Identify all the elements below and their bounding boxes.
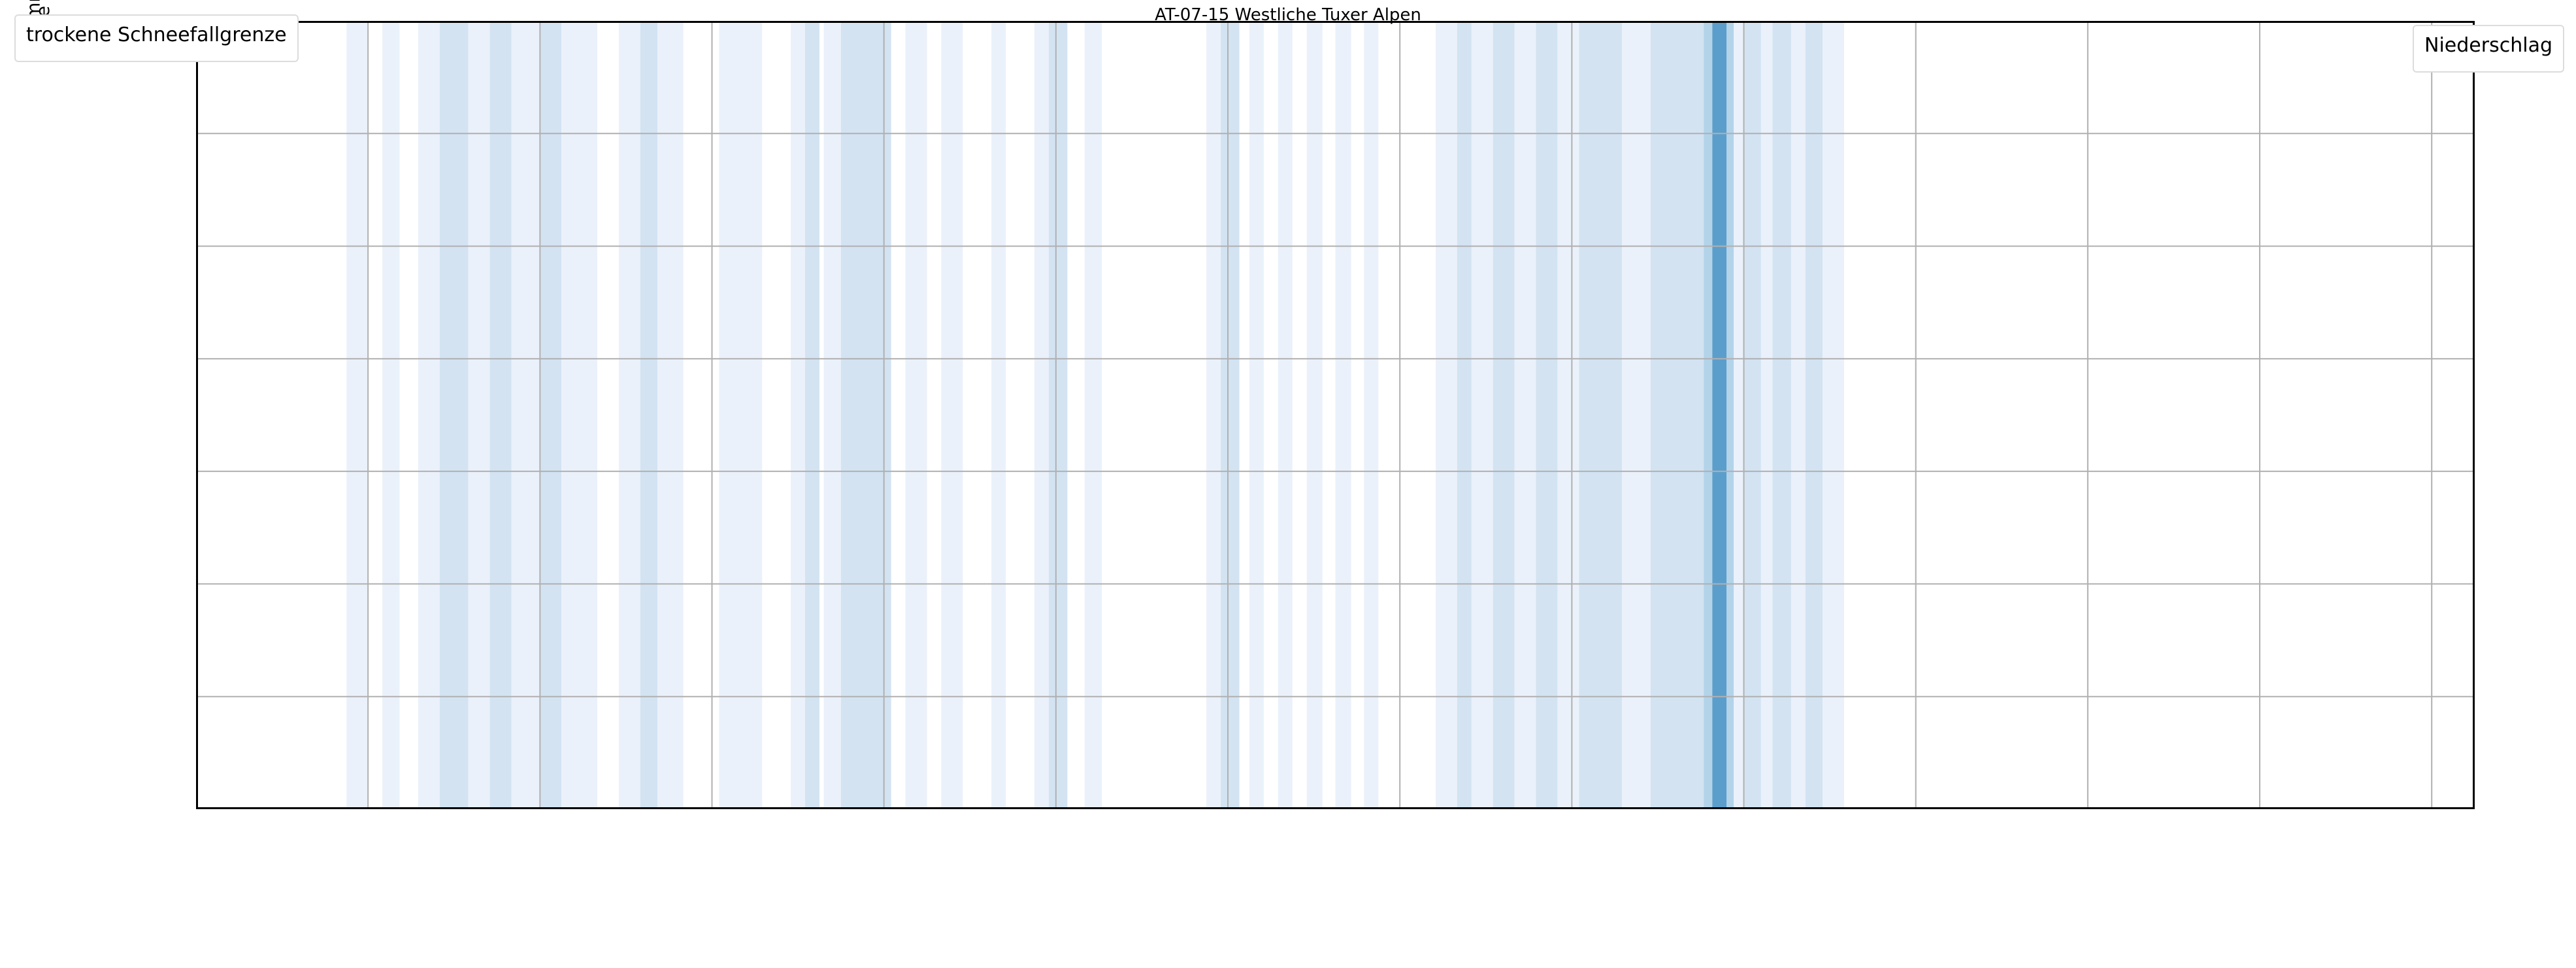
precip-band <box>840 21 891 809</box>
precip-band <box>418 21 440 809</box>
precip-band <box>1048 21 1068 809</box>
precip-band <box>1772 21 1791 809</box>
precip-band <box>991 21 1006 809</box>
precip-band <box>1712 21 1727 809</box>
precip-band <box>1726 21 1734 809</box>
precip-band <box>640 21 658 809</box>
precip-band <box>346 21 369 809</box>
legend-precipitation: Niederschlag <box>2413 25 2564 73</box>
precip-band <box>1249 21 1264 809</box>
precip-band <box>1034 21 1049 809</box>
precip-band <box>1335 21 1351 809</box>
precip-band <box>1743 21 1761 809</box>
precip-band <box>1514 21 1536 809</box>
legend-snowline-title: trockene Schneefallgrenze <box>26 24 287 46</box>
precip-band <box>439 21 469 809</box>
precip-band <box>1622 21 1651 809</box>
plot-area <box>196 21 2475 809</box>
precip-band <box>1734 21 1744 809</box>
precip-band <box>382 21 400 809</box>
precip-band <box>1536 21 1558 809</box>
legend-precipitation-title: Niederschlag <box>2424 34 2552 57</box>
precip-band <box>1084 21 1102 809</box>
precip-bands <box>346 21 1845 809</box>
precip-band <box>805 21 819 809</box>
precip-band <box>1436 21 1457 809</box>
precip-band <box>1278 21 1293 809</box>
precip-band <box>1557 21 1579 809</box>
precip-band <box>905 21 927 809</box>
precip-band <box>1306 21 1323 809</box>
precip-band <box>511 21 540 809</box>
precip-band <box>1221 21 1240 809</box>
precip-band <box>1760 21 1773 809</box>
precip-band <box>1579 21 1623 809</box>
precip-band <box>1805 21 1823 809</box>
precip-band <box>941 21 963 809</box>
precip-band <box>540 21 562 809</box>
precip-band <box>719 21 763 809</box>
precip-band <box>1471 21 1493 809</box>
precip-band <box>468 21 490 809</box>
chart-canvas <box>196 21 2475 809</box>
precip-band <box>1457 21 1472 809</box>
precip-band <box>618 21 640 809</box>
precip-band <box>1823 21 1845 809</box>
precip-band <box>657 21 684 809</box>
legend-snowline: trockene Schneefallgrenze <box>14 14 299 62</box>
precip-band <box>1791 21 1806 809</box>
gridlines <box>196 21 2475 809</box>
plot-frame <box>196 21 2475 809</box>
precip-band <box>823 21 841 809</box>
precip-band <box>1364 21 1379 809</box>
precip-band <box>791 21 806 809</box>
precip-band <box>1206 21 1221 809</box>
precip-band <box>1704 21 1713 809</box>
precip-band <box>1650 21 1704 809</box>
precip-band <box>489 21 512 809</box>
precip-band <box>561 21 598 809</box>
precip-band <box>1493 21 1515 809</box>
